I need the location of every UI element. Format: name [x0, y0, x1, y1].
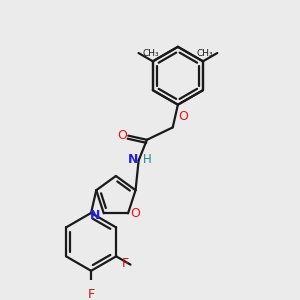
Text: O: O — [130, 207, 140, 220]
Text: F: F — [88, 288, 95, 300]
Text: O: O — [178, 110, 188, 122]
Text: CH₃: CH₃ — [143, 49, 159, 58]
Text: H: H — [142, 153, 151, 166]
Text: F: F — [122, 257, 129, 270]
Text: N: N — [128, 153, 139, 166]
Text: O: O — [117, 129, 127, 142]
Text: CH₃: CH₃ — [196, 49, 213, 58]
Text: N: N — [90, 209, 101, 222]
